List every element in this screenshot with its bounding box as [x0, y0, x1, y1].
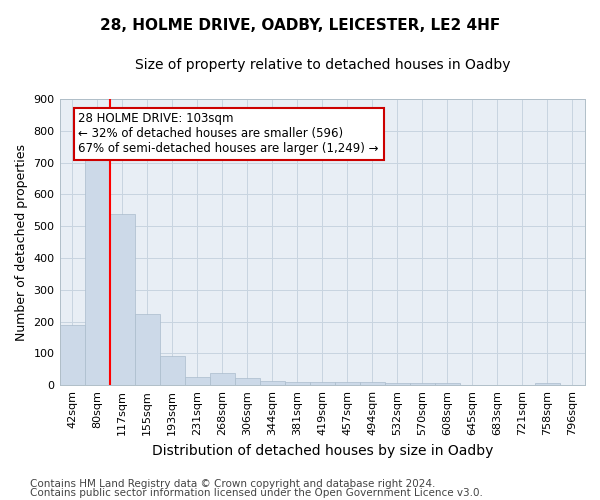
- Bar: [134, 314, 160, 385]
- Bar: [209, 373, 235, 385]
- Bar: [535, 382, 560, 385]
- Title: Size of property relative to detached houses in Oadby: Size of property relative to detached ho…: [134, 58, 510, 71]
- Bar: [160, 356, 185, 385]
- Bar: [285, 382, 310, 385]
- Text: Contains HM Land Registry data © Crown copyright and database right 2024.: Contains HM Land Registry data © Crown c…: [30, 479, 436, 489]
- Bar: [185, 376, 209, 385]
- Bar: [410, 383, 435, 385]
- Y-axis label: Number of detached properties: Number of detached properties: [15, 144, 28, 340]
- Bar: [235, 378, 260, 385]
- X-axis label: Distribution of detached houses by size in Oadby: Distribution of detached houses by size …: [152, 444, 493, 458]
- Text: Contains public sector information licensed under the Open Government Licence v3: Contains public sector information licen…: [30, 488, 483, 498]
- Bar: [85, 160, 110, 385]
- Bar: [59, 326, 85, 385]
- Bar: [310, 382, 335, 385]
- Bar: [335, 382, 360, 385]
- Text: 28 HOLME DRIVE: 103sqm
← 32% of detached houses are smaller (596)
67% of semi-de: 28 HOLME DRIVE: 103sqm ← 32% of detached…: [79, 112, 379, 156]
- Bar: [385, 382, 410, 385]
- Bar: [260, 382, 285, 385]
- Bar: [435, 383, 460, 385]
- Bar: [360, 382, 385, 385]
- Text: 28, HOLME DRIVE, OADBY, LEICESTER, LE2 4HF: 28, HOLME DRIVE, OADBY, LEICESTER, LE2 4…: [100, 18, 500, 32]
- Bar: [110, 214, 134, 385]
